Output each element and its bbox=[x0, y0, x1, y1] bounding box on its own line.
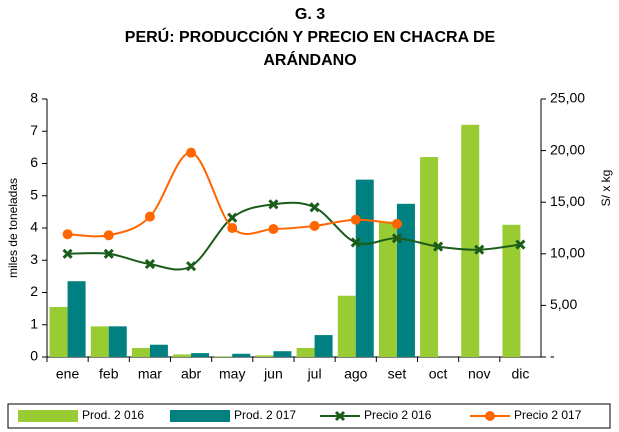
bar bbox=[461, 124, 480, 357]
line bbox=[67, 151, 398, 238]
y-tick-label: 5 bbox=[30, 186, 38, 202]
bar bbox=[255, 355, 274, 357]
bar bbox=[296, 347, 315, 357]
marker bbox=[103, 230, 114, 241]
x-tick-label: feb bbox=[99, 366, 119, 382]
marker bbox=[309, 220, 320, 231]
marker bbox=[309, 202, 320, 213]
bar bbox=[131, 347, 150, 357]
y-tick-label: 3 bbox=[30, 251, 38, 267]
legend-label: Prod. 2 017 bbox=[234, 408, 296, 422]
marker bbox=[433, 241, 444, 252]
line bbox=[67, 201, 521, 271]
marker bbox=[474, 244, 485, 255]
bar bbox=[149, 344, 168, 357]
legend-swatch bbox=[18, 410, 78, 422]
legend-label: Precio 2 016 bbox=[364, 408, 432, 422]
x-tick-label: ene bbox=[56, 366, 80, 382]
x-tick-label: abr bbox=[181, 366, 202, 382]
marker bbox=[144, 259, 155, 270]
marker bbox=[103, 248, 114, 259]
marker bbox=[515, 239, 526, 250]
marker bbox=[186, 147, 197, 158]
chart-title: PERÚ: PRODUCCIÓN Y PRECIO EN CHACRA DE bbox=[125, 27, 496, 46]
x-tick-label: jun bbox=[263, 366, 283, 382]
marker bbox=[186, 261, 197, 272]
y2-tick-label: 10,00 bbox=[550, 245, 585, 261]
legend-swatch bbox=[170, 410, 230, 422]
y2-tick-label: 15,00 bbox=[550, 193, 585, 209]
x-tick-label: nov bbox=[468, 366, 491, 382]
x-tick-label: jul bbox=[307, 366, 322, 382]
marker bbox=[62, 248, 73, 259]
y-axis-label: miles de toneladas bbox=[6, 178, 20, 278]
marker bbox=[391, 233, 402, 244]
bar bbox=[502, 224, 521, 357]
x-tick-label: oct bbox=[429, 366, 448, 382]
bar bbox=[173, 354, 192, 357]
bar bbox=[420, 157, 439, 357]
legend-label: Precio 2 017 bbox=[514, 408, 582, 422]
y-tick-label: 8 bbox=[30, 90, 38, 106]
x-tick-label: dic bbox=[511, 366, 529, 382]
marker bbox=[268, 199, 279, 210]
legend-marker bbox=[485, 411, 495, 421]
y-tick-label: 2 bbox=[30, 283, 38, 299]
marker bbox=[227, 223, 238, 233]
y-tick-label: 4 bbox=[30, 219, 38, 235]
y-tick-label: 1 bbox=[30, 315, 38, 331]
x-tick-label: set bbox=[388, 366, 407, 382]
chart-title: ARÁNDANO bbox=[263, 50, 356, 69]
x-tick-label: ago bbox=[344, 366, 368, 382]
y2-tick-label: 5,00 bbox=[550, 296, 577, 312]
y2-tick-label: 20,00 bbox=[550, 141, 585, 157]
y2-axis-label: S/ x kg bbox=[599, 170, 613, 207]
y-tick-label: 6 bbox=[30, 154, 38, 170]
marker bbox=[227, 212, 238, 223]
x-tick-label: mar bbox=[138, 366, 162, 382]
legend-label: Prod. 2 016 bbox=[82, 408, 144, 422]
bar bbox=[337, 295, 356, 357]
bar bbox=[378, 221, 397, 357]
bar bbox=[232, 353, 251, 357]
marker bbox=[62, 229, 73, 240]
marker bbox=[391, 218, 402, 229]
marker bbox=[144, 211, 155, 222]
bar bbox=[90, 326, 109, 357]
marker bbox=[350, 237, 361, 248]
y2-tick-label: 25,00 bbox=[550, 90, 585, 106]
bar bbox=[214, 356, 233, 357]
bar bbox=[67, 281, 86, 357]
legend-box bbox=[7, 403, 611, 429]
chart-title: G. 3 bbox=[295, 6, 325, 23]
bar bbox=[396, 203, 415, 357]
bar bbox=[355, 179, 374, 357]
y-tick-label: 0 bbox=[30, 348, 38, 364]
x-tick-label: may bbox=[219, 366, 245, 382]
bar bbox=[273, 351, 292, 357]
bar bbox=[49, 307, 68, 357]
legend-marker bbox=[334, 410, 346, 422]
bar bbox=[191, 353, 210, 357]
bar bbox=[314, 335, 333, 357]
marker bbox=[350, 214, 361, 225]
bar bbox=[108, 326, 127, 357]
y2-tick-label: - bbox=[550, 348, 555, 364]
y-tick-label: 7 bbox=[30, 122, 38, 138]
marker bbox=[268, 224, 279, 235]
